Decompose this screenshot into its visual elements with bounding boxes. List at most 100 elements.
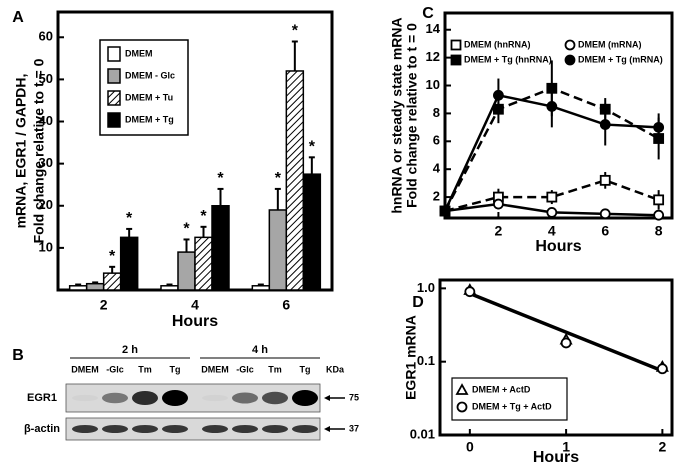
x-tick-label: 1 xyxy=(562,439,570,455)
lane-label: Tg xyxy=(170,364,181,374)
x-tick-label: 0 xyxy=(466,439,474,455)
marker xyxy=(653,121,665,133)
band xyxy=(102,392,128,404)
y-tick-label: 30 xyxy=(39,155,53,170)
row-label: β-actin xyxy=(24,423,60,435)
lane-label: -Glc xyxy=(106,364,124,374)
y-axis-label: Fold change relative to t = 0 xyxy=(31,58,47,243)
significance: * xyxy=(275,170,282,187)
band xyxy=(132,391,158,405)
panel-label: B xyxy=(12,347,24,364)
row-label: EGR1 xyxy=(27,392,57,404)
marker xyxy=(656,363,668,375)
band xyxy=(202,425,228,433)
legend-marker xyxy=(564,39,576,51)
significance: * xyxy=(309,139,316,156)
band xyxy=(232,425,258,433)
significance: * xyxy=(217,170,224,187)
band xyxy=(162,390,188,406)
panel-label: A xyxy=(12,9,24,26)
axes-frame xyxy=(438,278,674,437)
bar xyxy=(194,236,213,291)
legend-label: DMEM + Tg + ActD xyxy=(472,401,552,411)
marker xyxy=(653,209,665,221)
lane-label: DMEM xyxy=(201,364,229,374)
unit-label: KDa xyxy=(326,364,345,374)
group-label: 2 h xyxy=(122,344,138,356)
legend-label: DMEM + ActD xyxy=(472,384,531,394)
lane-label: Tm xyxy=(138,364,152,374)
bar xyxy=(160,285,179,291)
blot-strip xyxy=(65,417,321,441)
legend-marker xyxy=(564,54,576,66)
legend-label: DMEM + Tg xyxy=(125,114,174,124)
y-tick-label: 40 xyxy=(39,113,53,128)
legend-marker xyxy=(450,54,462,66)
x-tick-label: 4 xyxy=(548,223,556,239)
panel-label: D xyxy=(412,294,424,311)
band xyxy=(262,391,288,405)
legend-marker xyxy=(455,383,469,395)
arrow-head xyxy=(324,395,330,401)
y-tick-label: 10 xyxy=(426,77,440,92)
y-tick-label: 0.01 xyxy=(410,426,435,441)
y-axis-label: hnRNA or steady state mRNA xyxy=(389,17,405,213)
legend-label: DMEM (mRNA) xyxy=(578,39,642,49)
band xyxy=(232,392,258,404)
y-tick-label: 1.0 xyxy=(417,280,435,295)
marker xyxy=(546,191,558,203)
significance: * xyxy=(292,23,299,40)
band xyxy=(72,425,98,433)
bar xyxy=(211,205,230,291)
group-label: 4 h xyxy=(252,344,268,356)
y-tick-label: 10 xyxy=(39,239,53,254)
bar xyxy=(177,251,196,291)
marker xyxy=(560,337,572,349)
legend-label: DMEM + Tu xyxy=(125,92,173,102)
legend-swatch xyxy=(107,68,121,84)
axes-frame xyxy=(443,11,674,220)
y-axis-label: EGR1 mRNA xyxy=(403,315,419,400)
band xyxy=(162,425,188,433)
bar xyxy=(119,236,139,291)
bar xyxy=(285,70,305,291)
marker xyxy=(599,208,611,220)
y-tick-label: 2 xyxy=(433,189,440,204)
legend-box xyxy=(451,377,568,421)
legend-label: DMEM + Tg (mRNA) xyxy=(578,54,663,64)
x-tick-label: 2 xyxy=(658,439,666,455)
y-axis-label: Fold change relative to t = 0 xyxy=(404,23,420,208)
arrow-head xyxy=(324,426,330,432)
y-axis-label: mRNA, EGR1 / GAPDH, xyxy=(13,74,29,229)
y-tick-label: 0.1 xyxy=(417,353,435,368)
lane-label: Tm xyxy=(268,364,282,374)
legend-label: DMEM + Tg (hnRNA) xyxy=(464,54,552,64)
significance: * xyxy=(109,248,116,265)
x-axis-label: Hours xyxy=(535,238,581,255)
legend-label: DMEM - Glc xyxy=(125,70,175,80)
bar xyxy=(251,285,271,291)
marker xyxy=(546,207,558,218)
bar xyxy=(302,173,322,291)
marker xyxy=(464,286,476,298)
series-line xyxy=(444,179,660,213)
band xyxy=(72,395,98,401)
legend-label: DMEM xyxy=(125,48,153,58)
legend-swatch xyxy=(107,90,121,106)
y-tick-label: 8 xyxy=(433,105,440,120)
trend-line xyxy=(469,291,664,373)
marker xyxy=(546,101,558,112)
legend-marker xyxy=(450,39,462,51)
y-tick-label: 14 xyxy=(426,21,441,36)
band xyxy=(292,425,318,433)
lane-label: DMEM xyxy=(71,364,99,374)
x-tick-label: 8 xyxy=(655,223,663,239)
band xyxy=(102,425,128,433)
lane-label: Tg xyxy=(300,364,311,374)
bar xyxy=(102,272,122,291)
bar xyxy=(85,282,105,291)
x-tick-label: 6 xyxy=(601,223,609,239)
significance: * xyxy=(126,210,133,227)
size-marker: 37 xyxy=(349,423,359,433)
